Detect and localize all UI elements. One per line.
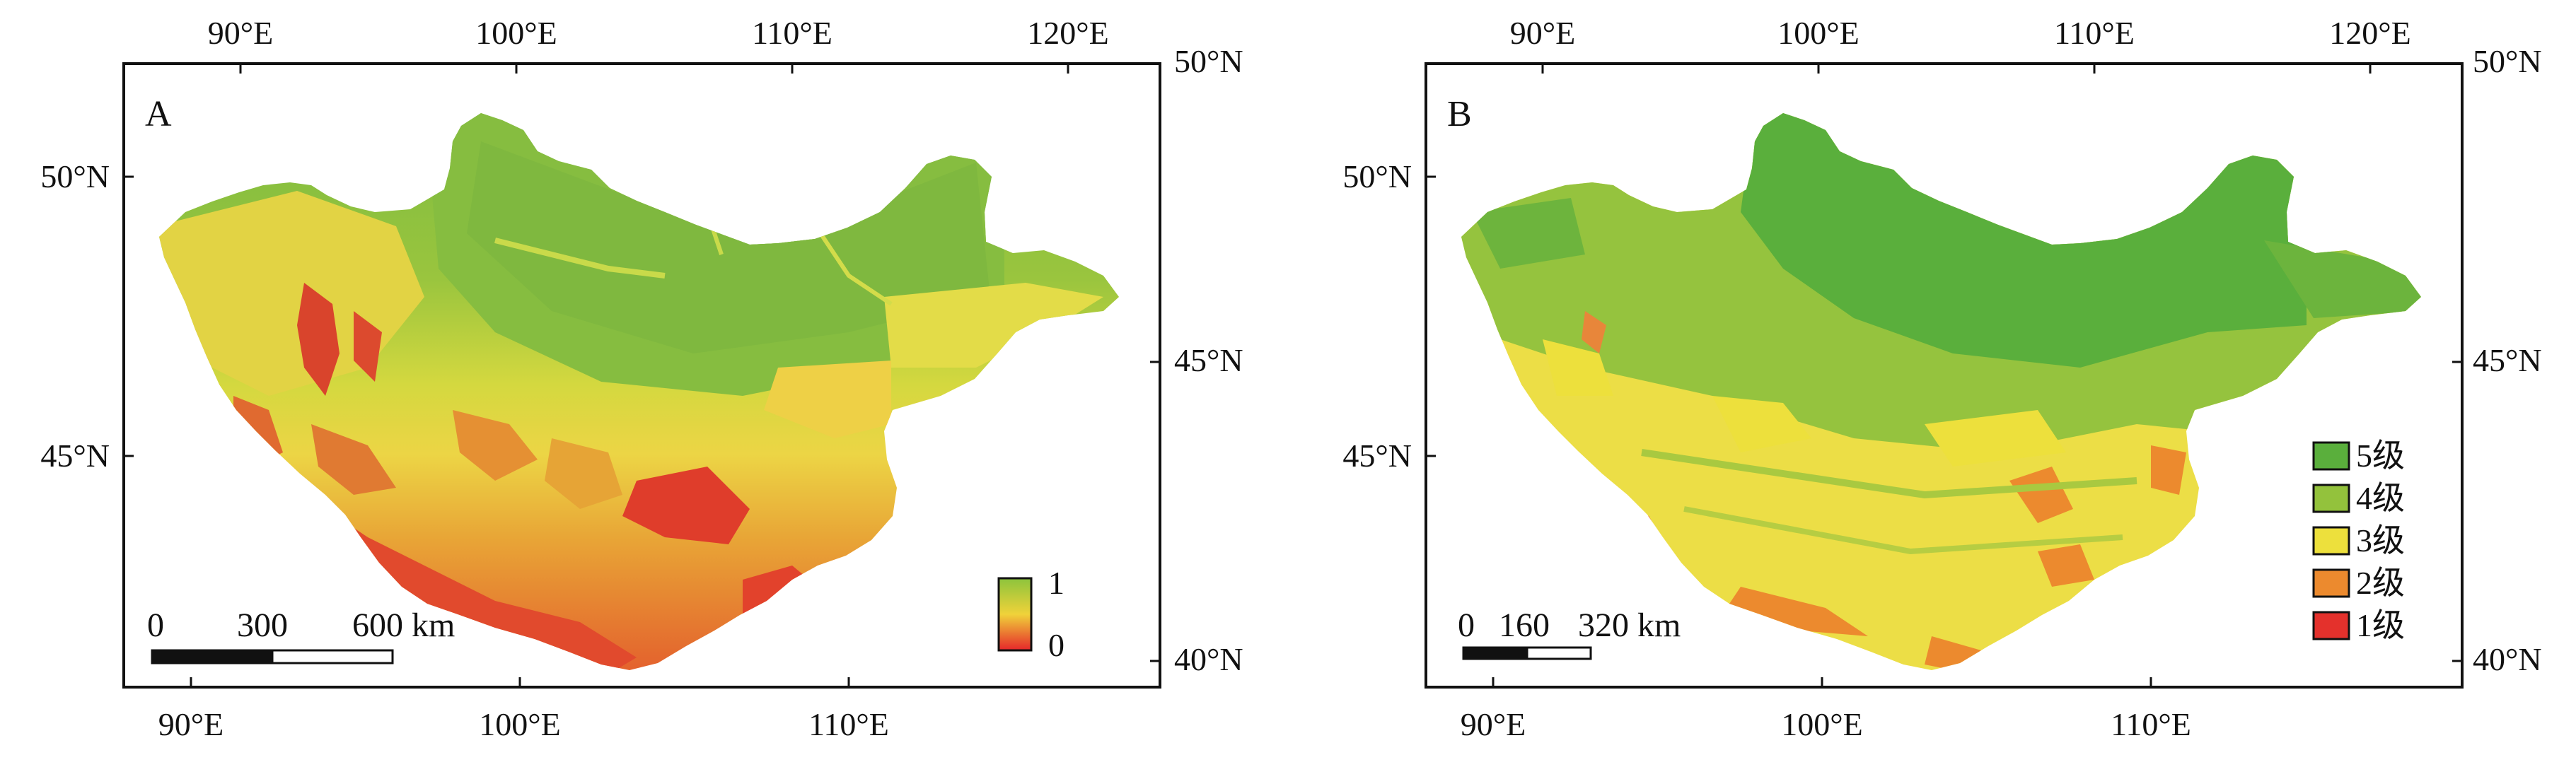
map-panel-b: 90°E 100°E 110°E 120°E 90°E 100°E 110°E … xyxy=(1288,0,2576,767)
panel-letter: B xyxy=(1447,94,1472,134)
legend-max-label: 1 xyxy=(1048,565,1064,601)
bottom-lon-label-2: 100°E xyxy=(1781,706,1863,742)
right-lat-label-3: 40°N xyxy=(1174,641,1243,677)
top-lon-label-1: 90°E xyxy=(208,15,274,51)
legend-swatch-3 xyxy=(2312,526,2350,556)
top-lon-label-4: 120°E xyxy=(1027,15,1109,51)
scale-bar: 0 300 600 km xyxy=(147,607,455,664)
bottom-lon-label-3: 110°E xyxy=(2111,706,2191,742)
top-lon-label-1: 90°E xyxy=(1510,15,1576,51)
right-lat-label-2: 45°N xyxy=(1174,342,1243,378)
top-lon-label-2: 100°E xyxy=(1777,15,1860,51)
scale-bar: 0 160 320 km xyxy=(1458,607,1681,660)
legend-swatch-4 xyxy=(2312,484,2350,513)
top-lon-label-3: 110°E xyxy=(2054,15,2135,51)
legend-label-1: 1级 xyxy=(2356,607,2405,643)
legend-label-4: 4级 xyxy=(2356,480,2405,516)
left-lat-label-2: 45°N xyxy=(1342,438,1412,474)
legend-swatch-5 xyxy=(2312,441,2350,471)
left-lat-label-2: 45°N xyxy=(40,438,110,474)
map-frame xyxy=(122,62,1161,689)
bottom-lon-label-2: 100°E xyxy=(479,706,561,742)
scale-tick-0: 0 xyxy=(1458,607,1475,644)
mongolia-map-classified xyxy=(1461,113,2421,670)
map-panel-a: 90°E 100°E 110°E 120°E 90°E 100°E 110°E … xyxy=(40,15,1243,742)
right-lat-label-1: 50°N xyxy=(1174,43,1243,79)
frame-ticks xyxy=(1426,62,2462,687)
top-lon-label-3: 110°E xyxy=(752,15,832,51)
mongolia-map-continuous xyxy=(159,113,1119,670)
right-lat-label-1: 50°N xyxy=(2473,43,2542,79)
legend-swatch-1 xyxy=(2312,611,2350,640)
left-lat-label-1: 50°N xyxy=(40,158,110,194)
top-lon-label-2: 100°E xyxy=(475,15,557,51)
legend-swatch-2 xyxy=(2312,568,2350,598)
bottom-lon-label-1: 90°E xyxy=(1461,706,1526,742)
right-lat-label-2: 45°N xyxy=(2473,342,2542,378)
left-lat-label-1: 50°N xyxy=(1342,158,1412,194)
bottom-lon-label-1: 90°E xyxy=(158,706,224,742)
scale-tick-2: 320 km xyxy=(1578,607,1681,644)
legend-min-label: 0 xyxy=(1048,627,1064,663)
scale-tick-0: 0 xyxy=(147,607,164,644)
scale-tick-1: 300 xyxy=(237,607,288,644)
legend-label-5: 5级 xyxy=(2356,438,2405,474)
legend-label-3: 3级 xyxy=(2356,522,2405,558)
right-lat-label-3: 40°N xyxy=(2473,641,2542,677)
panel-letter: A xyxy=(145,94,172,134)
map-frame xyxy=(1425,62,2464,689)
gradient-legend: 1 0 xyxy=(997,565,1064,663)
bottom-lon-label-3: 110°E xyxy=(808,706,889,742)
class-legend: 5级 4级 3级 2级 1级 xyxy=(2312,438,2405,643)
legend-label-2: 2级 xyxy=(2356,565,2405,601)
scale-tick-2: 600 km xyxy=(352,607,455,644)
top-lon-label-4: 120°E xyxy=(2329,15,2411,51)
scale-tick-1: 160 xyxy=(1499,607,1550,644)
frame-ticks xyxy=(124,62,1160,687)
